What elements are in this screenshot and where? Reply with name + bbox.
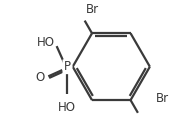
Circle shape (62, 62, 72, 72)
Text: P: P (63, 60, 70, 73)
Text: O: O (35, 71, 44, 84)
Text: HO: HO (37, 36, 55, 49)
Text: HO: HO (58, 101, 76, 114)
Text: Br: Br (86, 3, 99, 16)
Text: Br: Br (156, 92, 169, 105)
